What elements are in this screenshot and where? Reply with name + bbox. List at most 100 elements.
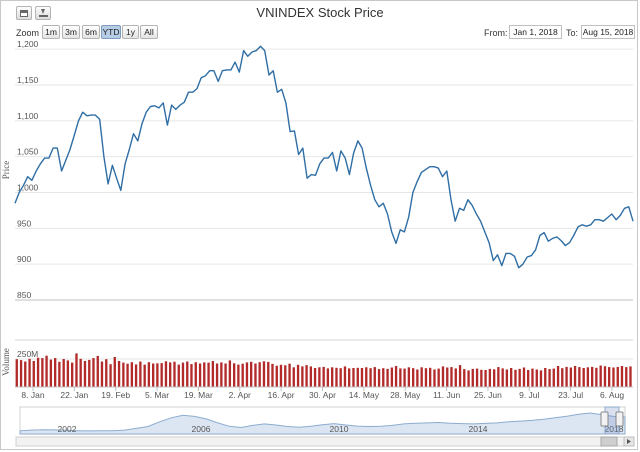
volume-bar	[505, 369, 509, 387]
volume-bar	[75, 353, 78, 387]
volume-bar	[582, 368, 585, 387]
volume-bar	[109, 364, 112, 387]
volume-bar	[454, 368, 457, 387]
volume-bar	[279, 364, 283, 387]
volume-bar	[437, 368, 440, 387]
volume-bar	[518, 368, 521, 387]
volume-bar	[599, 365, 602, 387]
volume-bar	[586, 367, 590, 387]
volume-bar	[612, 367, 615, 387]
volume-bar	[450, 367, 453, 387]
x-tick-label: 19. Mar	[184, 390, 213, 400]
volume-bar	[126, 363, 129, 387]
volume-bar	[198, 363, 202, 387]
from-date-input[interactable]: Jan 1, 2018	[509, 25, 562, 39]
x-tick-label: 22. Jan	[60, 390, 88, 400]
volume-bar	[139, 361, 142, 387]
x-tick-label: 30. Apr	[309, 390, 336, 400]
navigator-year-label: 2018	[605, 424, 624, 434]
volume-bar	[62, 359, 65, 387]
volume-bar	[544, 368, 547, 387]
volume-bar	[105, 359, 108, 387]
volume-bar	[595, 367, 598, 387]
x-tick-label: 5. Mar	[145, 390, 169, 400]
scrollbar-thumb[interactable]	[600, 436, 618, 447]
scrollbar-track[interactable]	[15, 436, 625, 447]
print-button[interactable]	[16, 6, 32, 20]
to-date-input[interactable]: Aug 15, 2018	[581, 25, 635, 39]
volume-bar	[527, 370, 530, 387]
volume-bar	[373, 367, 376, 387]
volume-bar	[88, 359, 91, 387]
navigator-year-label: 2010	[330, 424, 349, 434]
volume-bar	[58, 361, 61, 387]
volume-bar	[322, 366, 325, 387]
volume-bar	[458, 365, 462, 387]
navigator-year-label: 2014	[469, 424, 488, 434]
x-tick-label: 16. Apr	[268, 390, 295, 400]
volume-bar	[561, 368, 564, 387]
volume-bar	[369, 368, 372, 387]
volume-bar	[284, 365, 287, 387]
volume-bar	[301, 366, 304, 387]
volume-bar	[143, 364, 146, 387]
to-label: To:	[566, 28, 579, 38]
zoom-all-button[interactable]: All	[140, 25, 158, 39]
volume-bar	[446, 367, 449, 387]
zoom-1y-button[interactable]: 1y	[122, 25, 139, 39]
volume-bar	[36, 357, 40, 387]
volume-bar	[510, 368, 513, 387]
volume-bar	[603, 366, 607, 387]
volume-bar	[365, 367, 368, 387]
zoom-1m-button[interactable]: 1m	[42, 25, 60, 39]
price-tick-label: 1,100	[17, 111, 39, 121]
volume-bar	[556, 366, 560, 387]
volume-bar	[497, 367, 500, 387]
zoom-6m-button[interactable]: 6m	[82, 25, 100, 39]
volume-bar	[122, 362, 125, 387]
navigator-year-label: 2002	[58, 424, 77, 434]
volume-bar	[348, 368, 351, 387]
volume-bar	[318, 367, 321, 387]
volume-bar	[335, 367, 338, 387]
volume-bar	[181, 362, 185, 387]
volume-bar	[377, 369, 381, 387]
volume-bar	[522, 367, 526, 387]
x-tick-label: 28. May	[390, 390, 421, 400]
volume-bar	[309, 366, 313, 387]
volume-bar	[79, 358, 82, 387]
volume-bar	[194, 362, 197, 387]
volume-bar	[130, 362, 134, 387]
volume-bar	[147, 362, 151, 387]
price-series-line	[14, 45, 634, 269]
volume-bar	[71, 362, 74, 387]
volume-bar	[475, 368, 479, 387]
volume-bar	[531, 368, 534, 387]
volume-bar	[420, 367, 423, 387]
volume-bar	[54, 358, 57, 387]
volume-bar	[296, 364, 300, 387]
navigator-year-label: 2006	[192, 424, 211, 434]
zoom-ytd-button[interactable]: YTD	[101, 25, 121, 39]
chart-title: VNINDEX Stock Price	[256, 5, 384, 20]
navigator-left-handle[interactable]	[600, 411, 609, 427]
volume-bar	[41, 358, 44, 387]
from-label: From:	[484, 28, 508, 38]
volume-bar	[394, 366, 398, 387]
volume-bar	[288, 363, 291, 387]
navigator-right-handle[interactable]	[615, 411, 624, 427]
volume-bar	[254, 363, 257, 387]
price-tick-label: 900	[17, 254, 31, 264]
volume-bar	[573, 366, 577, 387]
download-button[interactable]	[35, 6, 51, 20]
volume-bar	[160, 363, 163, 387]
volume-bar	[331, 367, 334, 387]
zoom-3m-button[interactable]: 3m	[62, 25, 80, 39]
volume-bar	[211, 361, 215, 387]
volume-bar	[493, 369, 496, 387]
volume-bar	[390, 367, 394, 387]
volume-bar	[49, 359, 53, 387]
x-tick-label: 19. Feb	[101, 390, 130, 400]
volume-bar	[245, 362, 249, 387]
volume-bar	[313, 368, 317, 387]
